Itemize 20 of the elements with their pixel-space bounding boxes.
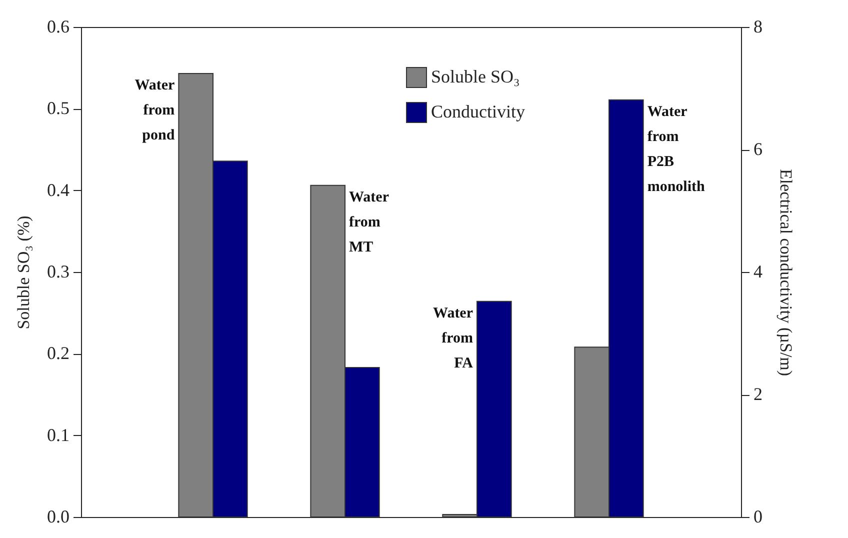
y-tick-label: 0.3 — [47, 262, 70, 282]
y-tick-label: 0.1 — [47, 424, 70, 445]
y-tick-label: 0.2 — [47, 343, 70, 364]
y2-tick-label: 6 — [754, 139, 762, 159]
annotation: Water from pond — [134, 78, 176, 144]
y-axis-title: Soluble SO₃ (%) — [14, 216, 33, 330]
y2-tick-label: 2 — [754, 384, 762, 404]
y-tick-label: 0.0 — [47, 506, 70, 526]
y2-tick-label: 0 — [754, 506, 762, 526]
legend-label: Soluble SO₃ — [431, 66, 520, 86]
y2-tick-label: 8 — [754, 16, 762, 36]
annotation: Water from MT — [349, 189, 390, 256]
y-tick-label: 0.6 — [47, 16, 70, 36]
y2-tick-label: 4 — [754, 262, 762, 282]
annotation: Water from FA — [433, 305, 474, 372]
y-tick-label: 0.5 — [47, 98, 70, 118]
y2-axis-title: Electrical conductivity (µS/m) — [776, 168, 796, 376]
annotation: Water from P2B monolith — [647, 104, 706, 195]
y-tick-label: 0.4 — [47, 180, 70, 200]
legend-label: Conductivity — [431, 102, 525, 122]
